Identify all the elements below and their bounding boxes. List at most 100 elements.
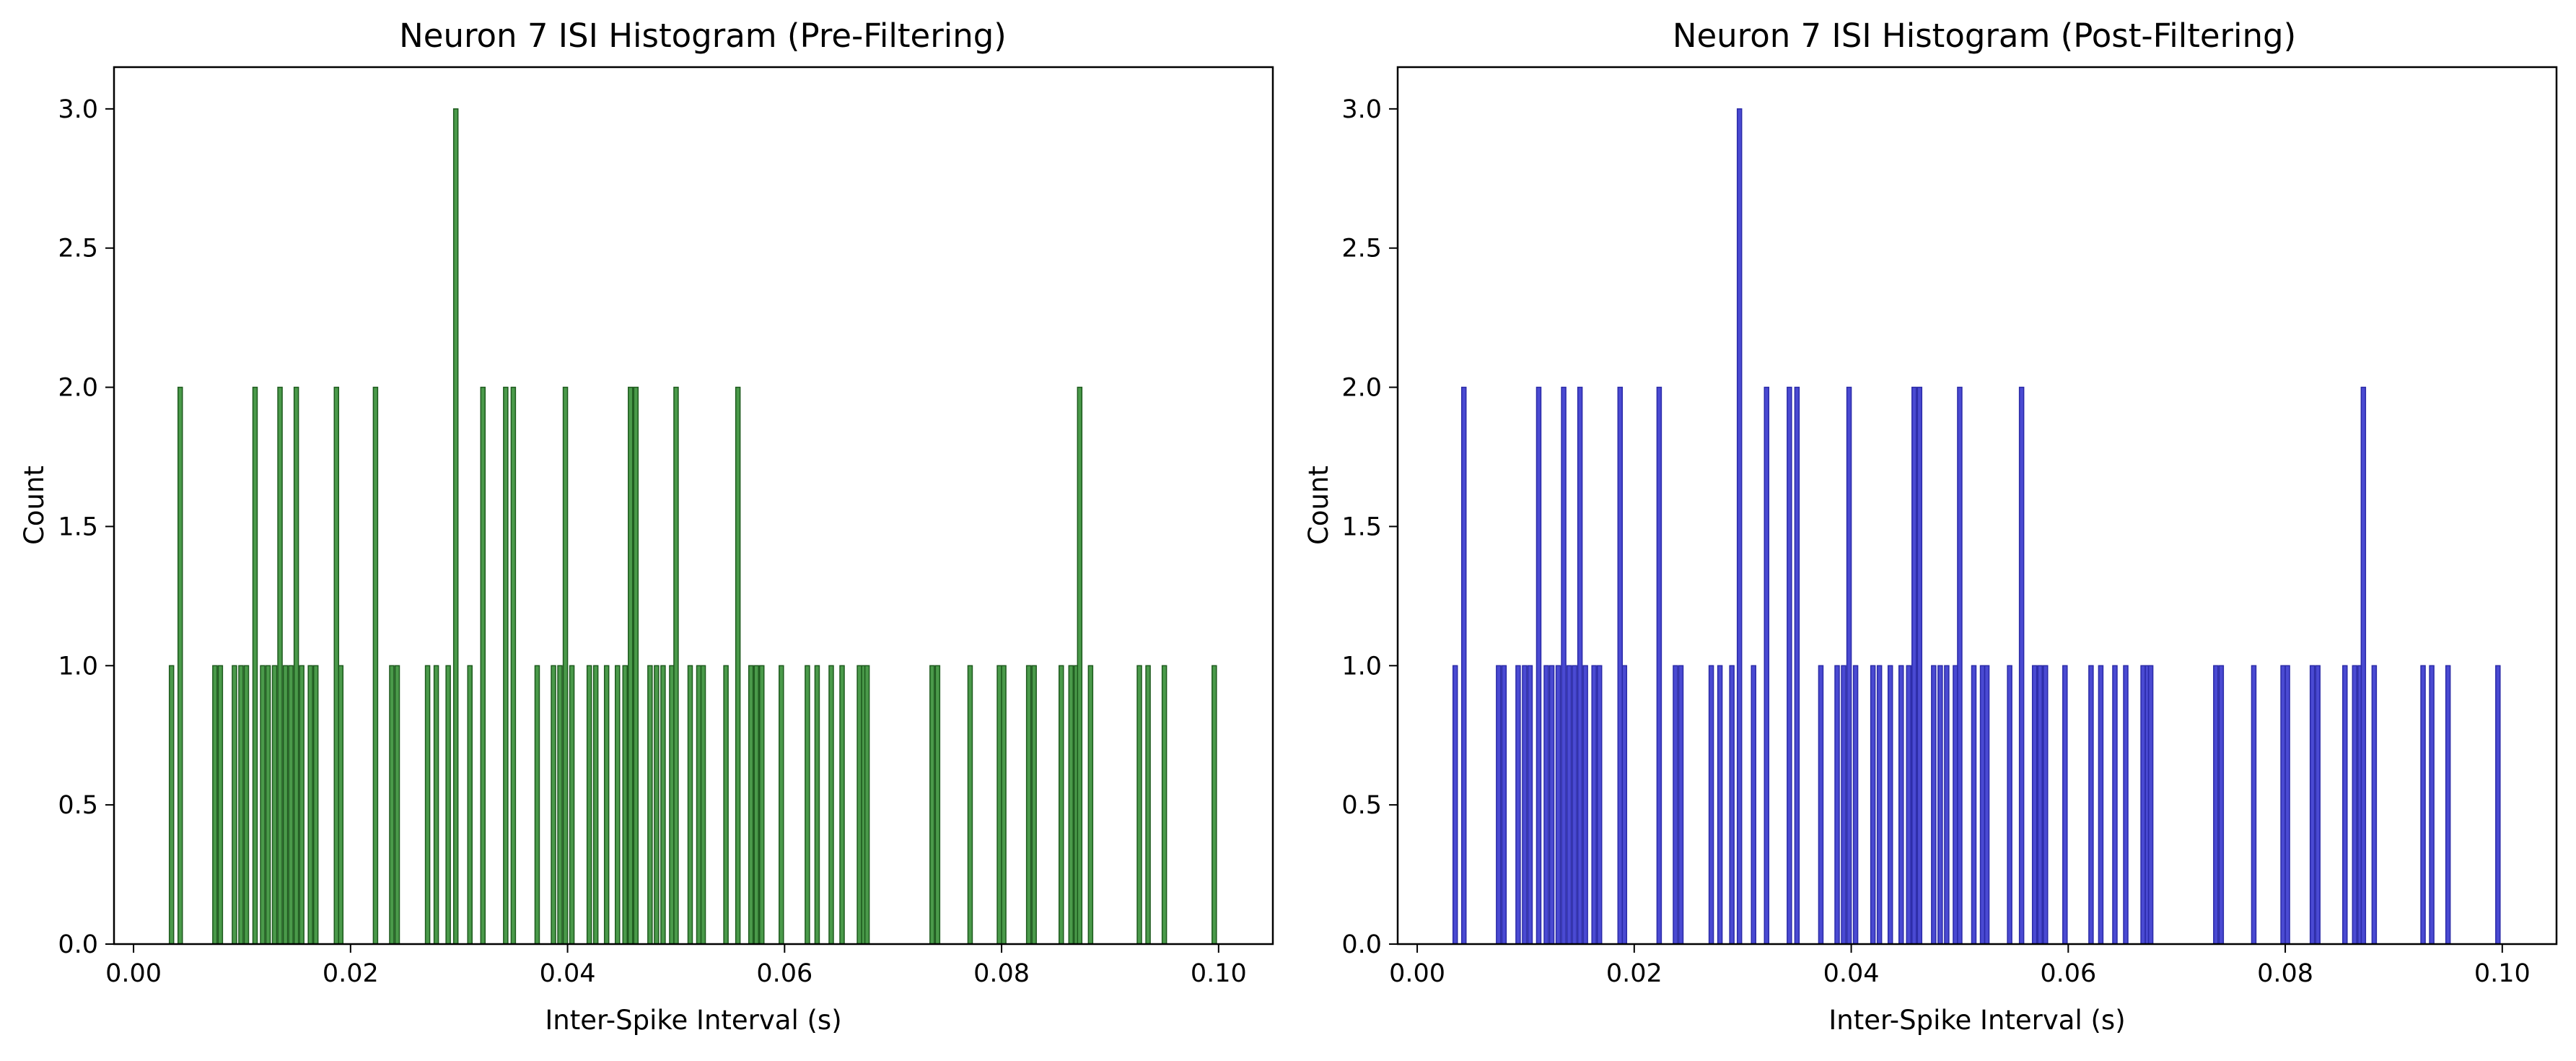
histogram-bar-post-filtering (2342, 665, 2348, 945)
histogram-bar-pre-filtering (700, 665, 706, 945)
panel-title-pre-filtering: Neuron 7 ISI Histogram (Pre-Filtering) (399, 17, 1007, 55)
histogram-bar-post-filtering (1787, 386, 1792, 945)
y-tick-label: 1.0 (58, 652, 98, 681)
histogram-bar-pre-filtering (864, 665, 870, 945)
x-tick-label: 0.04 (540, 959, 596, 988)
histogram-bar-pre-filtering (389, 665, 395, 945)
histogram-bar-post-filtering (1708, 665, 1714, 945)
histogram-bar-pre-filtering (1145, 665, 1151, 945)
histogram-bar-post-filtering (1751, 665, 1756, 945)
histogram-bar-post-filtering (1971, 665, 1977, 945)
y-tick-label: 0.0 (1341, 930, 1382, 959)
histogram-bar-pre-filtering (1068, 665, 1074, 945)
histogram-bar-pre-filtering (333, 386, 340, 945)
histogram-bar-post-filtering (2213, 665, 2219, 945)
histogram-bar-post-filtering (1876, 665, 1883, 945)
histogram-bar-pre-filtering (299, 665, 305, 945)
histogram-bar-post-filtering (2495, 665, 2501, 945)
histogram-bar-pre-filtering (503, 386, 509, 945)
histogram-bar-post-filtering (1852, 665, 1859, 945)
histogram-bar-pre-filtering (282, 665, 289, 945)
histogram-bar-pre-filtering (480, 386, 486, 945)
histogram-bar-post-filtering (1566, 665, 1572, 945)
histogram-bar-post-filtering (1931, 665, 1937, 945)
histogram-bar-pre-filtering (372, 386, 379, 945)
histogram-bar-pre-filtering (1212, 665, 1217, 945)
histogram-bar-post-filtering (1591, 665, 1597, 945)
x-tick-label: 0.08 (973, 959, 1030, 988)
histogram-bar-post-filtering (1515, 665, 1521, 945)
y-tick-label: 2.5 (1341, 235, 1382, 263)
histogram-bar-pre-filtering (293, 386, 299, 945)
histogram-bar-pre-filtering (238, 665, 244, 945)
y-tick-label: 3.0 (1341, 95, 1382, 124)
histogram-bar-post-filtering (2360, 386, 2367, 945)
histogram-bar-post-filtering (1621, 665, 1628, 945)
x-tick-label: 0.04 (1823, 959, 1880, 988)
y-axis-label-post-filtering: Count (1303, 466, 1334, 545)
histogram-bar-pre-filtering (723, 665, 729, 945)
histogram-bar-post-filtering (2098, 665, 2104, 945)
histogram-bar-pre-filtering (277, 386, 283, 945)
histogram-bar-pre-filtering (660, 665, 666, 945)
histogram-bar-pre-filtering (1059, 665, 1064, 945)
histogram-bar-pre-filtering (394, 665, 400, 945)
histogram-bar-pre-filtering (433, 665, 439, 945)
y-tick-label: 0.0 (58, 930, 98, 959)
histogram-bar-post-filtering (1673, 665, 1678, 945)
x-tick-label: 0.00 (105, 959, 162, 988)
histogram-bar-pre-filtering (1001, 665, 1007, 945)
histogram-bar-post-filtering (1522, 665, 1528, 945)
histogram-bar-pre-filtering (758, 665, 765, 945)
y-tick-label: 1.0 (1341, 652, 1382, 681)
histogram-bar-pre-filtering (338, 665, 344, 945)
histogram-bar-pre-filtering (828, 665, 834, 945)
y-ticks-pre-filtering: 0.0 0.5 1.0 1.5 2.0 2.5 3.0 (58, 95, 114, 959)
histogram-bar-pre-filtering (307, 665, 313, 945)
histogram-bar-pre-filtering (614, 665, 621, 945)
histogram-bar-post-filtering (1596, 665, 1603, 945)
histogram-bar-pre-filtering (424, 665, 431, 945)
histogram-bar-post-filtering (1944, 665, 1950, 945)
histogram-bar-pre-filtering (569, 665, 575, 945)
histogram-bar-pre-filtering (622, 665, 628, 945)
histogram-bar-post-filtering (1460, 386, 1467, 945)
histogram-bar-post-filtering (1452, 665, 1458, 945)
y-tick-label: 1.5 (1341, 512, 1382, 541)
x-tick-label: 0.02 (1606, 959, 1662, 988)
x-axis-label-pre-filtering: Inter-Spike Interval (s) (545, 1005, 841, 1036)
histogram-bar-post-filtering (2315, 665, 2321, 945)
panel-title-post-filtering: Neuron 7 ISI Histogram (Post-Filtering) (1673, 17, 2296, 55)
y-tick-label: 2.0 (58, 374, 98, 403)
histogram-bar-post-filtering (2123, 665, 2129, 945)
histogram-bar-pre-filtering (748, 665, 754, 945)
panel-pre-filtering: Neuron 7 ISI Histogram (Pre-Filtering) 0… (19, 17, 1274, 1036)
histogram-bar-pre-filtering (669, 665, 675, 945)
histogram-bar-post-filtering (1887, 665, 1893, 945)
histogram-bar-post-filtering (1543, 665, 1549, 945)
plot-frame-post-filtering (1396, 66, 2558, 946)
x-tick-label: 0.10 (2474, 959, 2531, 988)
histogram-bar-post-filtering (2445, 665, 2451, 945)
histogram-bar-post-filtering (2088, 665, 2094, 945)
histogram-bar-pre-filtering (452, 108, 459, 945)
bars-post-filtering (1452, 108, 2501, 945)
histogram-bar-post-filtering (1527, 665, 1533, 945)
histogram-bar-post-filtering (2284, 665, 2290, 945)
histogram-bar-post-filtering (2309, 665, 2316, 945)
y-tick-label: 0.5 (58, 791, 98, 820)
histogram-bar-pre-filtering (696, 665, 702, 945)
y-tick-label: 0.5 (1341, 791, 1382, 820)
histogram-bar-pre-filtering (753, 665, 759, 945)
histogram-bar-post-filtering (1736, 108, 1743, 945)
histogram-bar-pre-filtering (779, 665, 784, 945)
histogram-bar-post-filtering (1870, 665, 1876, 945)
histogram-bar-post-filtering (2042, 665, 2049, 945)
histogram-bar-post-filtering (1979, 665, 1986, 945)
histogram-bar-pre-filtering (1031, 665, 1037, 945)
plot-frame-pre-filtering (113, 66, 1274, 946)
histogram-bar-pre-filtering (1087, 665, 1094, 945)
histogram-bar-post-filtering (1937, 665, 1943, 945)
